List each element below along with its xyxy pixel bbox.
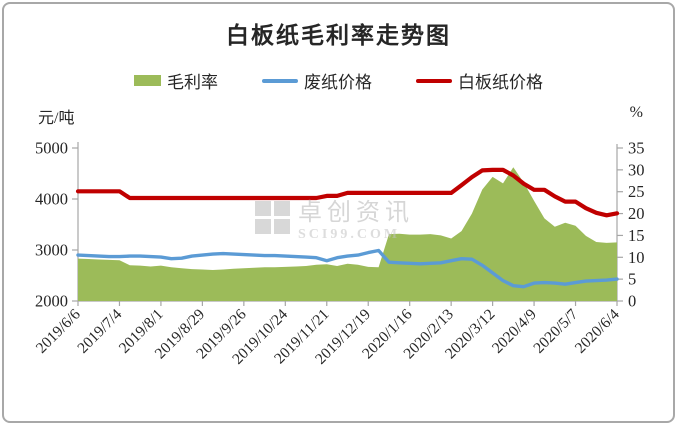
svg-text:30: 30 [628,160,645,179]
series-废纸价格 [76,248,619,289]
svg-text:2020/4/9: 2020/4/9 [489,306,540,357]
svg-text:10: 10 [628,248,645,267]
legend-item-board-paper: 白板纸价格 [416,68,543,93]
legend-label: 毛利率 [167,73,218,92]
svg-text:20: 20 [628,204,645,223]
svg-text:0: 0 [628,292,636,311]
svg-text:25: 25 [628,182,645,201]
series-毛利率 [78,167,617,301]
left-axis-unit: 元/吨 [38,110,75,127]
chart-title: 白板纸毛利率走势图 [226,23,451,48]
legend-label: 废纸价格 [304,73,372,92]
chart-panel: 白板纸毛利率走势图 毛利率 废纸价格 白板纸价格 元/吨 % 5000 4000 3… [2,2,675,423]
svg-text:2020/5/7: 2020/5/7 [530,306,581,357]
legend-label: 白板纸价格 [458,73,543,92]
series-白板纸价格 [75,167,620,218]
legend-item-waste-paper: 废纸价格 [262,68,372,93]
chart-canvas: 5000400030002000353025201510502019/6/620… [33,139,645,368]
svg-text:2000: 2000 [35,292,68,311]
legend-item-margin: 毛利率 [134,68,218,93]
svg-text:5: 5 [628,270,636,289]
waste-paper-line-swatch-icon [262,78,298,83]
svg-text:2019/7/4: 2019/7/4 [74,306,125,357]
svg-text:4000: 4000 [35,190,68,209]
svg-text:15: 15 [628,226,645,245]
legend: 毛利率 废纸价格 白板纸价格 [4,68,673,93]
svg-text:2019/6/6: 2019/6/6 [33,306,84,357]
svg-text:35: 35 [628,139,645,158]
right-axis-unit: % [629,104,643,121]
margin-area-swatch-icon [134,75,161,86]
svg-text:3000: 3000 [35,241,68,260]
board-paper-line-swatch-icon [416,78,452,83]
svg-text:2020/6/4: 2020/6/4 [572,306,623,357]
svg-text:5000: 5000 [35,139,68,158]
